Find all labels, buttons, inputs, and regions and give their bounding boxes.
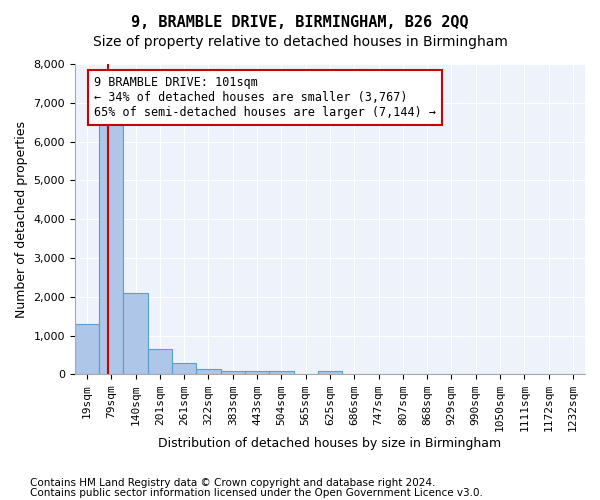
Y-axis label: Number of detached properties: Number of detached properties <box>15 120 28 318</box>
Bar <box>124 293 148 374</box>
Text: 9 BRAMBLE DRIVE: 101sqm
← 34% of detached houses are smaller (3,767)
65% of semi: 9 BRAMBLE DRIVE: 101sqm ← 34% of detache… <box>94 76 436 118</box>
Bar <box>99 118 124 374</box>
Bar <box>221 370 245 374</box>
Bar <box>75 324 99 374</box>
Bar <box>245 370 269 374</box>
Text: Contains public sector information licensed under the Open Government Licence v3: Contains public sector information licen… <box>30 488 483 498</box>
Bar <box>148 349 172 374</box>
Bar <box>172 363 196 374</box>
Text: Size of property relative to detached houses in Birmingham: Size of property relative to detached ho… <box>92 35 508 49</box>
Bar <box>318 370 342 374</box>
Text: 9, BRAMBLE DRIVE, BIRMINGHAM, B26 2QQ: 9, BRAMBLE DRIVE, BIRMINGHAM, B26 2QQ <box>131 15 469 30</box>
Bar <box>196 368 221 374</box>
Text: Contains HM Land Registry data © Crown copyright and database right 2024.: Contains HM Land Registry data © Crown c… <box>30 478 436 488</box>
X-axis label: Distribution of detached houses by size in Birmingham: Distribution of detached houses by size … <box>158 437 502 450</box>
Bar <box>269 370 293 374</box>
